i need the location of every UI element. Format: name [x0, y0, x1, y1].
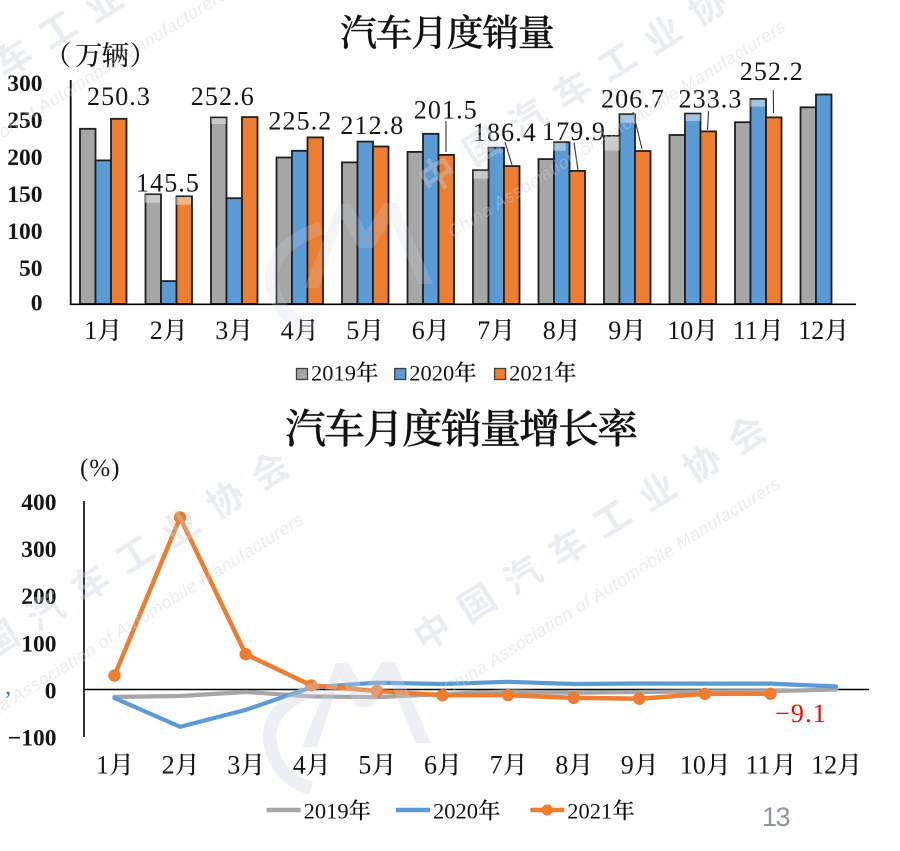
svg-text:225.2: 225.2: [268, 107, 332, 136]
svg-text:0: 0: [31, 291, 43, 317]
svg-text:2020: 2020: [433, 799, 478, 824]
svg-text:2021: 2021: [567, 799, 612, 824]
svg-text:12: 12: [811, 751, 837, 780]
svg-text:252.2: 252.2: [740, 57, 804, 86]
svg-text:1: 1: [84, 316, 97, 345]
svg-text:10: 10: [667, 316, 693, 345]
svg-text:11: 11: [746, 751, 771, 780]
svg-text:212.8: 212.8: [340, 111, 404, 140]
svg-text:300: 300: [21, 537, 56, 563]
svg-text:100: 100: [21, 631, 56, 657]
svg-text:11: 11: [733, 316, 758, 345]
svg-text:400: 400: [21, 490, 56, 516]
svg-text:2021: 2021: [509, 361, 554, 386]
svg-text:145.5: 145.5: [136, 169, 200, 198]
svg-text:2: 2: [162, 751, 175, 780]
svg-text:12: 12: [798, 316, 824, 345]
svg-text:50: 50: [19, 256, 43, 282]
svg-text:2020: 2020: [409, 361, 454, 386]
svg-text:−9.1: −9.1: [775, 699, 827, 728]
svg-text:8: 8: [555, 751, 568, 780]
svg-text:10: 10: [680, 751, 706, 780]
svg-text:−100: −100: [8, 726, 57, 752]
svg-text:9: 9: [608, 316, 621, 345]
svg-text:2019: 2019: [304, 799, 349, 824]
svg-text:6: 6: [424, 751, 437, 780]
svg-text:8: 8: [543, 316, 556, 345]
svg-text:7: 7: [490, 751, 503, 780]
svg-text:100: 100: [7, 219, 42, 245]
svg-text:9: 9: [621, 751, 634, 780]
svg-text:(%): (%): [80, 455, 120, 482]
svg-text:6: 6: [412, 316, 425, 345]
svg-text:201.5: 201.5: [414, 96, 478, 125]
svg-text:3: 3: [215, 316, 228, 345]
svg-text:1: 1: [96, 751, 109, 780]
svg-text:5: 5: [358, 751, 371, 780]
svg-text:150: 150: [7, 182, 42, 208]
svg-text:3: 3: [227, 751, 240, 780]
svg-text:252.6: 252.6: [191, 82, 255, 111]
svg-text:300: 300: [7, 71, 42, 97]
svg-text:13: 13: [762, 802, 790, 832]
svg-text:250.3: 250.3: [87, 82, 151, 111]
svg-text:7: 7: [477, 316, 490, 345]
svg-text:200: 200: [7, 145, 42, 171]
svg-text:5: 5: [346, 316, 359, 345]
svg-text:2019: 2019: [311, 361, 356, 386]
svg-text:2: 2: [150, 316, 163, 345]
